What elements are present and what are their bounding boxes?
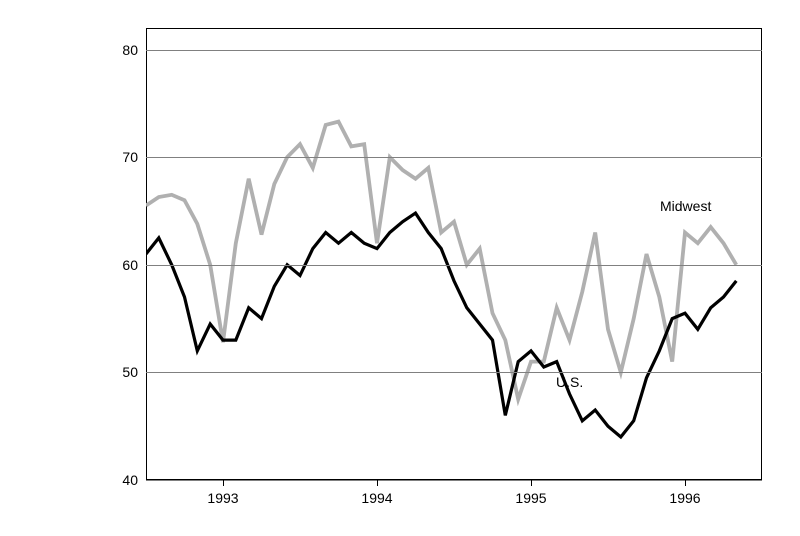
grid-line <box>146 480 762 481</box>
x-tick-label: 1996 <box>669 490 700 506</box>
grid-line <box>146 157 762 158</box>
x-tick-mark <box>531 480 532 486</box>
x-tick-mark <box>377 480 378 486</box>
series-midwest <box>146 122 736 400</box>
y-tick-label: 60 <box>106 257 138 273</box>
series-label: Midwest <box>660 198 711 214</box>
grid-line <box>146 50 762 51</box>
grid-line <box>146 372 762 373</box>
x-tick-mark <box>223 480 224 486</box>
x-tick-label: 1994 <box>361 490 392 506</box>
y-tick-label: 70 <box>106 149 138 165</box>
grid-line <box>146 265 762 266</box>
y-tick-label: 80 <box>106 42 138 58</box>
x-tick-label: 1995 <box>515 490 546 506</box>
x-tick-mark <box>685 480 686 486</box>
x-tick-label: 1993 <box>207 490 238 506</box>
y-tick-label: 50 <box>106 364 138 380</box>
series-label: U.S. <box>556 374 583 390</box>
y-tick-label: 40 <box>106 472 138 488</box>
